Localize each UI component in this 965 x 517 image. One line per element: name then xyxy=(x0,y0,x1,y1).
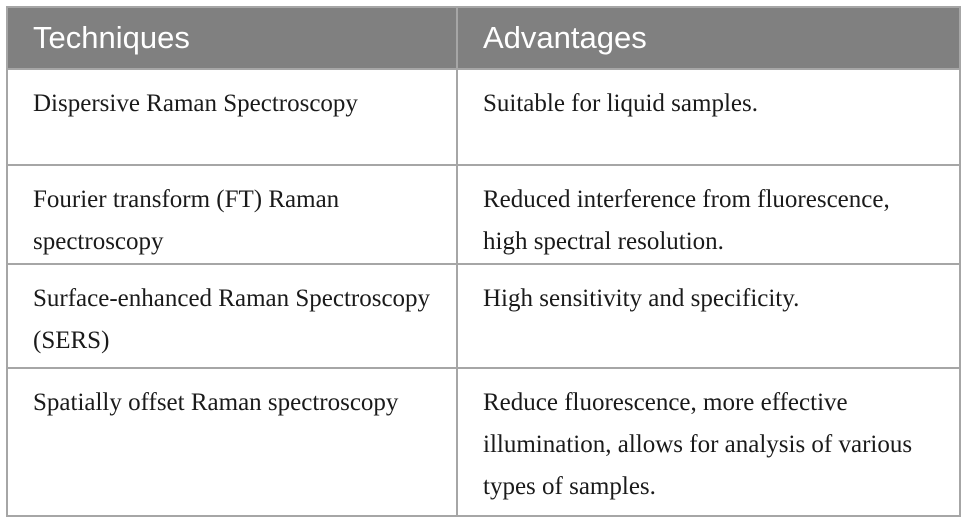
header-advantages: Advantages xyxy=(456,6,961,70)
advantage-cell: High sensitivity and specificity. xyxy=(456,263,961,369)
table-row: Surface-enhanced Raman Spectroscopy (SER… xyxy=(6,263,961,369)
techniques-advantages-table: Techniques Advantages Dispersive Raman S… xyxy=(6,6,961,517)
table-header-row: Techniques Advantages xyxy=(6,6,961,70)
advantage-cell: Reduce fluorescence, more effective illu… xyxy=(456,367,961,517)
table-row: Dispersive Raman Spectroscopy Suitable f… xyxy=(6,68,961,166)
technique-cell: Dispersive Raman Spectroscopy xyxy=(6,68,458,166)
table-row: Fourier transform (FT) Raman spectroscop… xyxy=(6,164,961,265)
technique-cell: Spatially offset Raman spectroscopy xyxy=(6,367,458,517)
advantage-cell: Suitable for liquid samples. xyxy=(456,68,961,166)
technique-cell: Surface-enhanced Raman Spectroscopy (SER… xyxy=(6,263,458,369)
header-techniques: Techniques xyxy=(6,6,458,70)
table-row: Spatially offset Raman spectroscopy Redu… xyxy=(6,367,961,517)
comparison-table-container: Techniques Advantages Dispersive Raman S… xyxy=(6,6,961,517)
technique-cell: Fourier transform (FT) Raman spectroscop… xyxy=(6,164,458,265)
advantage-cell: Reduced interference from fluorescence, … xyxy=(456,164,961,265)
